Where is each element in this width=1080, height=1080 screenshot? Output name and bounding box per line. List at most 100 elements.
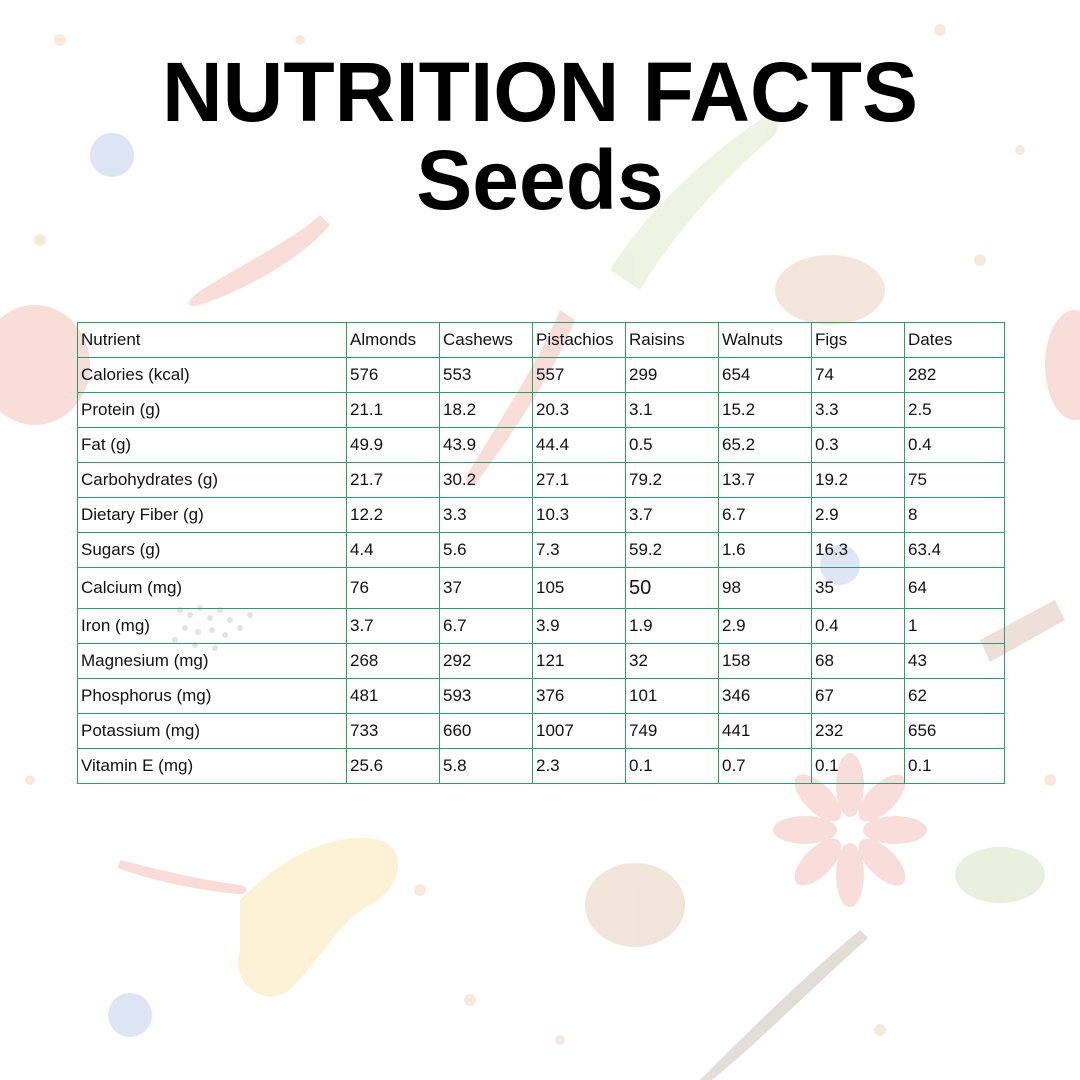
table-cell: 21.7 bbox=[346, 462, 440, 498]
nutrient-name: Potassium (mg) bbox=[77, 713, 347, 749]
table-cell: 656 bbox=[904, 713, 1005, 749]
table-cell: 3.9 bbox=[532, 608, 626, 644]
table-cell: 3.7 bbox=[346, 608, 440, 644]
table-cell: 49.9 bbox=[346, 427, 440, 463]
table-cell: 0.4 bbox=[811, 608, 905, 644]
table-row: Phosphorus (mg) 481 593 376 101 346 67 6… bbox=[77, 678, 1005, 714]
table-cell: 13.7 bbox=[718, 462, 812, 498]
table-cell: 3.3 bbox=[439, 497, 533, 533]
table-cell: 75 bbox=[904, 462, 1005, 498]
table-cell: 0.4 bbox=[904, 427, 1005, 463]
table-cell: 30.2 bbox=[439, 462, 533, 498]
table-cell: 43.9 bbox=[439, 427, 533, 463]
table-cell: 20.3 bbox=[532, 392, 626, 428]
table-cell: 441 bbox=[718, 713, 812, 749]
nutrient-name: Carbohydrates (g) bbox=[77, 462, 347, 498]
table-cell: 3.3 bbox=[811, 392, 905, 428]
berry-icon bbox=[108, 993, 152, 1037]
table-cell: 18.2 bbox=[439, 392, 533, 428]
table-cell: 5.8 bbox=[439, 748, 533, 784]
table-cell: 1.6 bbox=[718, 532, 812, 568]
table-cell: 268 bbox=[346, 643, 440, 679]
table-cell: 576 bbox=[346, 357, 440, 393]
table-cell: 0.5 bbox=[625, 427, 719, 463]
cardamom-icon bbox=[955, 847, 1045, 903]
table-cell: 12.2 bbox=[346, 497, 440, 533]
table-row: Potassium (mg) 733 660 1007 749 441 232 … bbox=[77, 713, 1005, 749]
table-cell: 21.1 bbox=[346, 392, 440, 428]
table-cell: 19.2 bbox=[811, 462, 905, 498]
nutmeg-icon bbox=[585, 863, 685, 947]
table-cell: 65.2 bbox=[718, 427, 812, 463]
table-cell: 5.6 bbox=[439, 532, 533, 568]
table-cell: 8 bbox=[904, 497, 1005, 533]
table-cell: 68 bbox=[811, 643, 905, 679]
table-cell: 4.4 bbox=[346, 532, 440, 568]
table-cell: 292 bbox=[439, 643, 533, 679]
column-header-cashews: Cashews bbox=[439, 322, 533, 358]
table-cell: 0.3 bbox=[811, 427, 905, 463]
table-cell: 44.4 bbox=[532, 427, 626, 463]
table-cell: 0.1 bbox=[811, 748, 905, 784]
nutrient-name: Fat (g) bbox=[77, 427, 347, 463]
table-cell: 6.7 bbox=[439, 608, 533, 644]
table-cell: 481 bbox=[346, 678, 440, 714]
table-row: Dietary Fiber (g) 12.2 3.3 10.3 3.7 6.7 … bbox=[77, 497, 1005, 533]
table-cell: 64 bbox=[904, 567, 1005, 609]
table-row: Calories (kcal) 576 553 557 299 654 74 2… bbox=[77, 357, 1005, 393]
peanut-icon bbox=[775, 255, 885, 325]
table-cell: 35 bbox=[811, 567, 905, 609]
table-cell: 2.9 bbox=[718, 608, 812, 644]
table-cell: 1007 bbox=[532, 713, 626, 749]
table-row: Vitamin E (mg) 25.6 5.8 2.3 0.1 0.7 0.1 … bbox=[77, 748, 1005, 784]
table-cell: 10.3 bbox=[532, 497, 626, 533]
nutrition-table-container: Nutrient Almonds Cashews Pistachios Rais… bbox=[77, 322, 1005, 784]
table-cell: 654 bbox=[718, 357, 812, 393]
table-cell: 593 bbox=[439, 678, 533, 714]
table-row: Carbohydrates (g) 21.7 30.2 27.1 79.2 13… bbox=[77, 462, 1005, 498]
table-cell: 6.7 bbox=[718, 497, 812, 533]
table-cell: 2.3 bbox=[532, 748, 626, 784]
table-row: Fat (g) 49.9 43.9 44.4 0.5 65.2 0.3 0.4 bbox=[77, 427, 1005, 463]
column-header-nutrient: Nutrient bbox=[77, 322, 347, 358]
table-cell: 79.2 bbox=[625, 462, 719, 498]
table-cell: 1.9 bbox=[625, 608, 719, 644]
column-header-pistachios: Pistachios bbox=[532, 322, 626, 358]
nutrient-name: Dietary Fiber (g) bbox=[77, 497, 347, 533]
table-cell: 158 bbox=[718, 643, 812, 679]
table-cell: 105 bbox=[532, 567, 626, 609]
page-subtitle: Seeds bbox=[416, 133, 664, 227]
column-header-dates: Dates bbox=[904, 322, 1005, 358]
nutrient-name: Sugars (g) bbox=[77, 532, 347, 568]
table-cell: 3.1 bbox=[625, 392, 719, 428]
table-cell: 557 bbox=[532, 357, 626, 393]
nutrient-name: Protein (g) bbox=[77, 392, 347, 428]
table-header-row: Nutrient Almonds Cashews Pistachios Rais… bbox=[77, 322, 1005, 358]
table-cell: 15.2 bbox=[718, 392, 812, 428]
star-anise-icon bbox=[773, 753, 927, 907]
column-header-walnuts: Walnuts bbox=[718, 322, 812, 358]
nutrient-name: Vitamin E (mg) bbox=[77, 748, 347, 784]
table-cell: 43 bbox=[904, 643, 1005, 679]
table-cell: 2.9 bbox=[811, 497, 905, 533]
table-cell: 62 bbox=[904, 678, 1005, 714]
table-cell: 3.7 bbox=[625, 497, 719, 533]
column-header-figs: Figs bbox=[811, 322, 905, 358]
table-cell: 37 bbox=[439, 567, 533, 609]
spice-dots-icon bbox=[25, 24, 1056, 1045]
turmeric-root-icon bbox=[238, 838, 399, 997]
table-cell: 16.3 bbox=[811, 532, 905, 568]
table-cell: 32 bbox=[625, 643, 719, 679]
bell-pepper-icon bbox=[1045, 310, 1080, 420]
table-cell: 660 bbox=[439, 713, 533, 749]
table-cell: 553 bbox=[439, 357, 533, 393]
table-cell: 121 bbox=[532, 643, 626, 679]
table-cell: 733 bbox=[346, 713, 440, 749]
table-cell: 101 bbox=[625, 678, 719, 714]
page-title: NUTRITION FACTS bbox=[162, 45, 918, 139]
table-cell: 232 bbox=[811, 713, 905, 749]
table-row: Calcium (mg) 76 37 105 50 98 35 64 bbox=[77, 567, 1005, 609]
column-header-raisins: Raisins bbox=[625, 322, 719, 358]
table-cell: 27.1 bbox=[532, 462, 626, 498]
table-cell: 67 bbox=[811, 678, 905, 714]
